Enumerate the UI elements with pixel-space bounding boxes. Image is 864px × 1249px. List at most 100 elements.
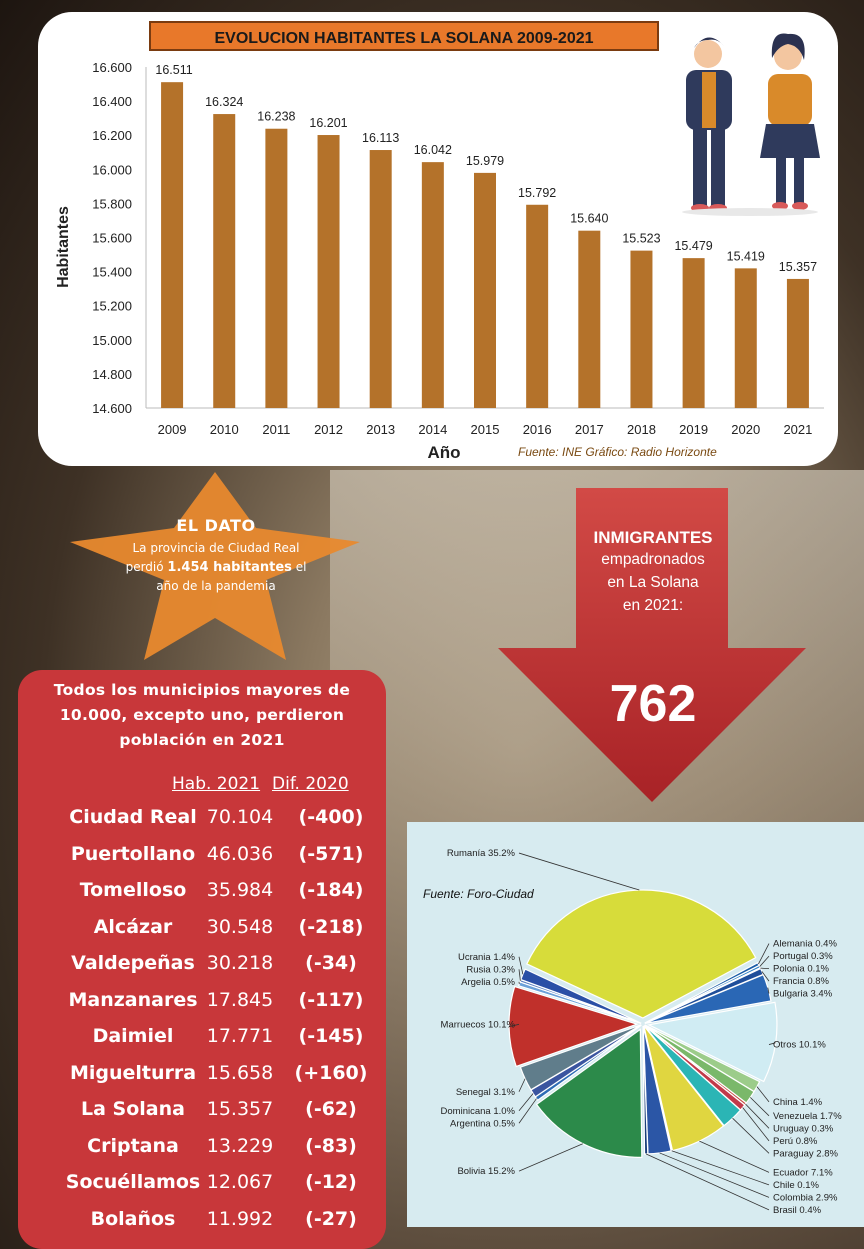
bar-value-label: 15.523 [622, 232, 660, 246]
municipio-name: Puertollano [70, 842, 196, 865]
pie-leader-line [518, 1093, 534, 1112]
pie-label-ecuador: Ecuador 7.1% [773, 1167, 833, 1178]
pie-label-rusia: Rusia 0.3% [466, 964, 515, 975]
table-row: Alcázar 30.548 (-218) [18, 916, 386, 946]
y-tick-label: 14.600 [92, 401, 132, 416]
bar-value-label: 15.640 [570, 212, 608, 226]
municipio-dif: (+160) [294, 1061, 368, 1084]
bar-value-label: 15.479 [674, 239, 712, 253]
bar-value-label: 16.201 [309, 116, 347, 130]
el-dato-line2-post: el [291, 560, 307, 574]
bar-2015 [474, 172, 496, 408]
x-tick-label: 2011 [262, 422, 290, 437]
bars-group: 14.600 14.800 15.000 15.200 15.400 15.600 15.8… [92, 60, 824, 437]
bar-value-label: 16.238 [257, 110, 295, 124]
pie-leader-line [659, 1152, 770, 1198]
municipio-hab: 12.067 [206, 1171, 274, 1193]
municipio-name: Bolaños [90, 1207, 176, 1230]
municipio-hab: 13.229 [206, 1134, 274, 1157]
municipio-dif: (-12) [305, 1171, 357, 1193]
pie-slice-paraguay [643, 1024, 742, 1127]
bar-value-label: 16.324 [205, 95, 243, 109]
inmigrantes-line2: en La Solana [607, 574, 699, 591]
bar-value-label: 16.042 [414, 143, 452, 157]
inmigrantes-value: 762 [609, 675, 697, 733]
pie-label-uruguay: Uruguay 0.3% [773, 1123, 834, 1134]
x-tick-label: 2016 [523, 422, 552, 437]
pie-leader-line [508, 1023, 520, 1028]
bar-2021 [786, 278, 809, 408]
bar-value-label: 15.419 [727, 249, 765, 263]
municipio-hab: 30.548 [206, 915, 274, 938]
municipio-name: Daimiel [92, 1025, 174, 1047]
municipio-name: Tomelloso [79, 879, 187, 901]
el-dato-text: EL DATO La provincia de Ciudad Real perd… [110, 516, 322, 596]
pie-leader-line [756, 1086, 770, 1103]
pie-label-paraguay: Paraguay 2.8% [773, 1148, 839, 1159]
pie-label-portugal: Portugal 0.3% [773, 951, 833, 962]
pie-label-china: China 1.4% [773, 1097, 823, 1108]
table-row: Miguelturra 15.658 (+160) [18, 1062, 386, 1092]
x-tick-label: 2020 [731, 422, 760, 437]
pie-leader-line [750, 1097, 770, 1117]
bar-2017 [578, 230, 601, 408]
inmigrantes-line1: empadronados [601, 551, 705, 568]
table-row: Valdepeñas 30.218 (-34) [18, 952, 386, 982]
chart-source: Fuente: INE Gráfico: Radio Horizonte [518, 445, 717, 459]
municipios-table: Todos los municipios mayores de 10.000, … [18, 670, 386, 1249]
population-bar-chart: EVOLUCION HABITANTES LA SOLANA 2009-2021… [55, 21, 824, 462]
el-dato-line3: año de la pandemia [156, 579, 276, 593]
municipio-dif: (-400) [298, 806, 364, 828]
municipio-name: Socuéllamos [65, 1171, 201, 1193]
table-row: Socuéllamos 12.067 (-12) [18, 1171, 386, 1201]
x-tick-label: 2018 [627, 422, 656, 437]
y-tick-label: 14.800 [92, 367, 132, 382]
table-row: La Solana 15.357 (-62) [18, 1098, 386, 1128]
bar-value-label: 16.511 [155, 63, 192, 77]
pie-label-rumanía: Rumanía 35.2% [447, 848, 516, 859]
bar-2016 [526, 204, 549, 408]
pie-leader-line [518, 1143, 583, 1172]
bar-2014 [421, 162, 444, 408]
pie-slice-rumanía [526, 889, 757, 1019]
el-dato-title: EL DATO [176, 516, 256, 535]
pie-label-marruecos: Marruecos 10.1% [441, 1019, 516, 1030]
el-dato-highlight: 1.454 habitantes [167, 560, 292, 575]
pie-slice-brasil [642, 1025, 649, 1155]
x-tick-label: 2019 [679, 422, 708, 437]
pie-label-bolivia: Bolivia 15.2% [457, 1166, 515, 1177]
pie-leader-line [518, 852, 640, 891]
municipio-dif: (-117) [298, 988, 364, 1011]
municipio-name: Ciudad Real [69, 806, 197, 828]
population-chart-card: EVOLUCION HABITANTES LA SOLANA 2009-2021… [38, 12, 838, 466]
heading-line1: Todos los municipios mayores de [53, 681, 351, 699]
municipio-name: Valdepeñas [71, 952, 195, 974]
municipio-name: Manzanares [68, 988, 198, 1011]
municipio-name: Miguelturra [69, 1061, 197, 1084]
y-tick-label: 16.400 [92, 94, 132, 109]
pie-leader-line [699, 1140, 770, 1173]
column-headers: Hab. 2021 Dif. 2020 [18, 774, 386, 798]
bar-value-label: 15.979 [466, 154, 504, 168]
municipio-dif: (-145) [298, 1025, 364, 1047]
municipio-hab: 15.357 [206, 1098, 274, 1120]
municipio-hab: 35.984 [206, 879, 274, 901]
x-tick-label: 2015 [471, 422, 500, 437]
inmigrantes-text: INMIGRANTES empadronados en La Solana en… [566, 528, 740, 617]
municipio-dif: (-184) [298, 879, 364, 901]
municipios-heading: Todos los municipios mayores de 10.000, … [18, 678, 386, 753]
bar-2013 [369, 150, 392, 408]
table-row: Daimiel 17.771 (-145) [18, 1025, 386, 1055]
inmigrantes-title: INMIGRANTES [593, 528, 713, 547]
pie-leader-line [518, 1078, 526, 1092]
x-tick-label: 2013 [366, 422, 395, 437]
y-tick-label: 15.600 [92, 231, 132, 246]
table-row: Puertollano 46.036 (-571) [18, 843, 386, 873]
pie-label-bulgaria: Bulgaria 3.4% [773, 989, 833, 1000]
municipio-name: La Solana [81, 1098, 185, 1120]
bar-2018 [630, 250, 653, 408]
bar-2020 [734, 268, 757, 408]
pie-leader-line [646, 1153, 770, 1211]
pie-source: Fuente: Foro-Ciudad [423, 887, 534, 901]
bar-2009 [161, 82, 184, 408]
